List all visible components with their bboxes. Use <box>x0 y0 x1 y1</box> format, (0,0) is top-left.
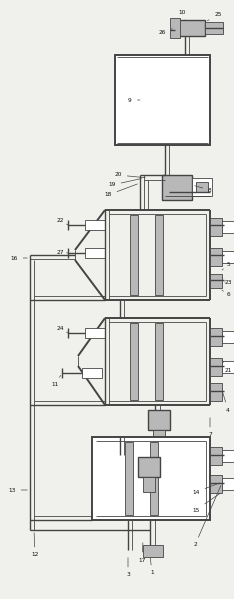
Bar <box>115 55 210 145</box>
Bar <box>85 248 105 258</box>
Bar <box>222 331 234 343</box>
Text: 7: 7 <box>208 418 212 437</box>
Text: 10: 10 <box>178 10 186 20</box>
Bar <box>153 430 165 445</box>
Bar <box>138 457 160 477</box>
Text: 14: 14 <box>192 483 219 495</box>
Text: 2: 2 <box>193 486 221 547</box>
Bar <box>148 410 170 430</box>
Text: 12: 12 <box>31 533 39 558</box>
Bar <box>210 274 222 288</box>
Bar <box>210 383 222 401</box>
Bar <box>82 368 102 378</box>
Bar <box>210 358 222 376</box>
Text: 20: 20 <box>114 173 145 178</box>
Text: 26: 26 <box>158 29 172 35</box>
Text: 3: 3 <box>126 558 130 577</box>
Text: 25: 25 <box>208 13 222 21</box>
Bar <box>210 328 222 346</box>
Bar <box>162 175 192 200</box>
Text: 23: 23 <box>224 280 232 285</box>
Text: 6: 6 <box>222 290 230 298</box>
Bar <box>192 178 212 196</box>
Bar <box>85 328 105 338</box>
Bar <box>155 323 163 400</box>
Bar <box>155 215 163 295</box>
Bar <box>222 251 234 263</box>
Bar <box>150 442 158 515</box>
Bar <box>170 18 180 38</box>
Bar <box>85 220 105 230</box>
Text: 5: 5 <box>222 262 230 270</box>
Text: 22: 22 <box>56 217 68 225</box>
Bar <box>222 450 234 462</box>
Bar <box>210 475 222 493</box>
Bar <box>210 447 222 465</box>
Bar <box>125 442 133 515</box>
Text: 4: 4 <box>223 393 230 413</box>
Bar <box>92 437 210 520</box>
Text: 17: 17 <box>138 543 146 562</box>
Bar <box>222 478 234 490</box>
Bar <box>143 477 155 492</box>
Bar <box>175 20 205 36</box>
Text: 15: 15 <box>192 494 220 513</box>
Text: 27: 27 <box>56 250 68 255</box>
Bar <box>130 215 138 295</box>
Text: 21: 21 <box>222 360 232 373</box>
Text: 18: 18 <box>104 184 137 198</box>
Bar <box>222 361 234 373</box>
Text: 8: 8 <box>195 186 212 192</box>
Text: 13: 13 <box>8 488 27 492</box>
Bar <box>210 248 222 266</box>
Bar <box>130 323 138 400</box>
Bar <box>205 22 223 34</box>
Text: 19: 19 <box>108 179 141 187</box>
Bar <box>196 182 208 192</box>
Text: 24: 24 <box>56 325 68 333</box>
Text: 1: 1 <box>150 558 154 576</box>
Bar <box>143 545 163 557</box>
Text: 11: 11 <box>51 376 61 388</box>
Bar <box>210 218 222 236</box>
Text: 16: 16 <box>10 256 27 261</box>
Bar <box>156 445 164 453</box>
Text: 9: 9 <box>128 98 140 102</box>
Bar <box>222 221 234 233</box>
